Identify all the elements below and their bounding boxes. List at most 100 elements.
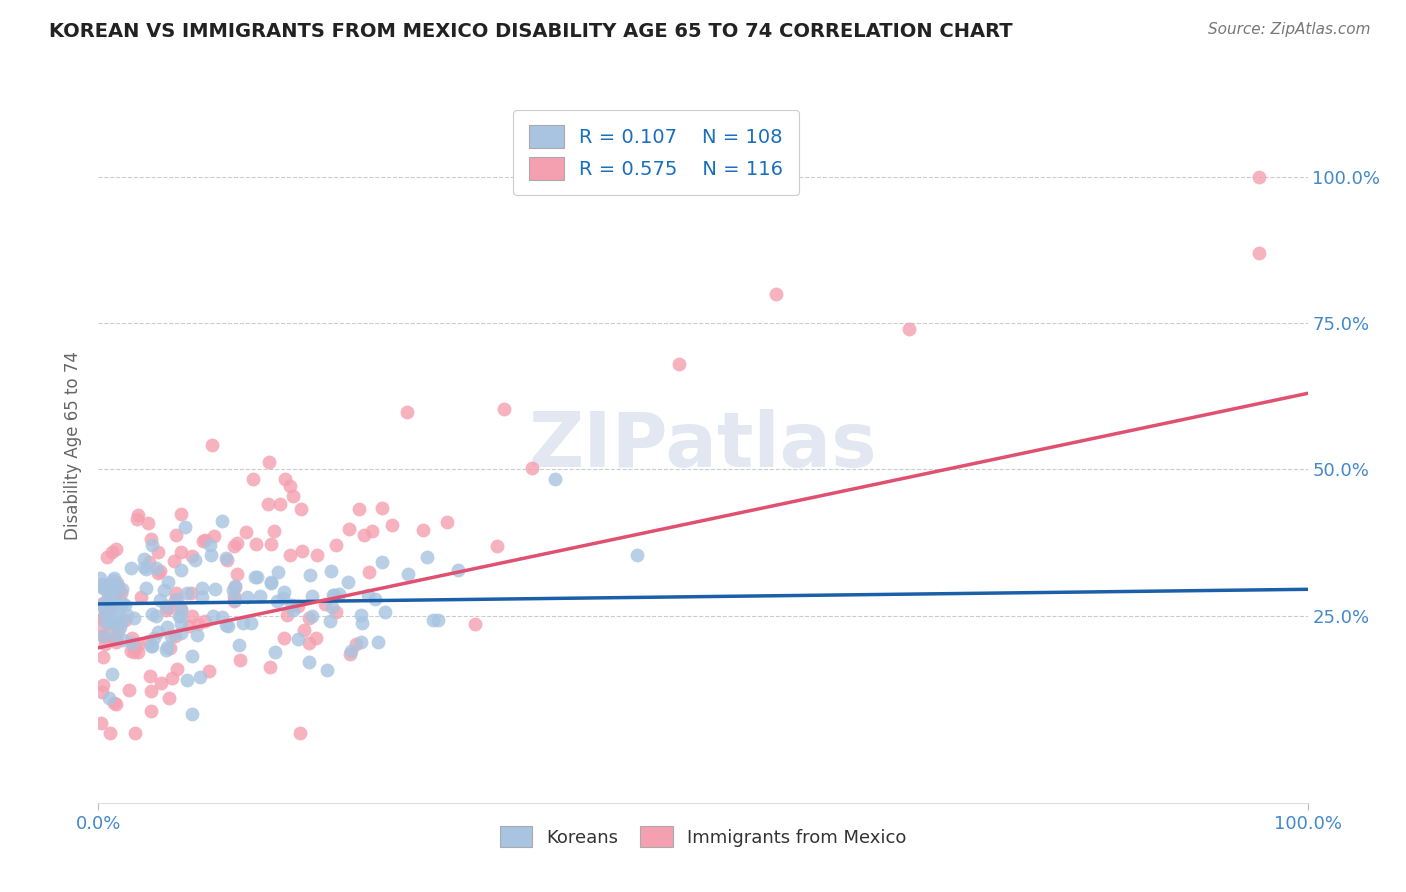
Point — [107, 607, 129, 622]
Point — [111, 633, 134, 648]
Point — [176, 673, 198, 687]
Point — [165, 586, 187, 600]
Point — [89, 618, 111, 632]
Point — [103, 628, 125, 642]
Point — [169, 608, 191, 623]
Point — [131, 590, 153, 604]
Point — [357, 565, 380, 579]
Point — [260, 537, 283, 551]
Point — [148, 624, 170, 639]
Point — [301, 589, 323, 603]
Point — [145, 609, 167, 624]
Point — [91, 611, 114, 625]
Point — [292, 623, 315, 637]
Point — [1249, 246, 1271, 260]
Point — [191, 534, 214, 549]
Point — [232, 616, 254, 631]
Point — [135, 562, 157, 576]
Point — [100, 600, 122, 615]
Point — [228, 638, 250, 652]
Point — [98, 591, 121, 606]
Point — [202, 529, 225, 543]
Point — [159, 641, 181, 656]
Point — [94, 608, 117, 623]
Point — [360, 524, 382, 538]
Point — [105, 578, 128, 592]
Point — [305, 631, 328, 645]
Point — [204, 582, 226, 596]
Point — [104, 542, 127, 557]
Point — [520, 460, 543, 475]
Text: KOREAN VS IMMIGRANTS FROM MEXICO DISABILITY AGE 65 TO 74 CORRELATION CHART: KOREAN VS IMMIGRANTS FROM MEXICO DISABIL… — [49, 22, 1012, 41]
Point — [381, 518, 404, 533]
Point — [298, 635, 321, 649]
Point — [336, 574, 359, 589]
Point — [339, 643, 361, 657]
Point — [280, 478, 302, 492]
Point — [124, 639, 146, 653]
Point — [166, 591, 188, 606]
Point — [347, 502, 370, 516]
Point — [155, 602, 177, 616]
Point — [120, 561, 142, 575]
Point — [287, 599, 309, 614]
Point — [363, 592, 385, 607]
Point — [98, 691, 121, 706]
Point — [97, 598, 120, 612]
Point — [149, 593, 172, 607]
Point — [350, 608, 373, 623]
Point — [299, 567, 322, 582]
Point — [416, 549, 439, 564]
Point — [110, 616, 132, 631]
Point — [103, 579, 125, 593]
Point — [170, 507, 193, 521]
Point — [163, 593, 186, 607]
Point — [337, 523, 360, 537]
Point — [103, 571, 125, 585]
Point — [98, 615, 121, 629]
Point — [328, 587, 350, 601]
Point — [101, 584, 124, 599]
Point — [271, 591, 294, 605]
Point — [97, 587, 120, 601]
Point — [127, 638, 149, 652]
Point — [100, 614, 122, 628]
Point — [273, 585, 295, 599]
Point — [91, 580, 114, 594]
Point — [153, 583, 176, 598]
Point — [93, 601, 115, 615]
Point — [138, 633, 160, 648]
Point — [170, 602, 193, 616]
Point — [281, 602, 304, 616]
Point — [278, 548, 301, 562]
Point — [249, 589, 271, 603]
Point — [236, 590, 259, 604]
Point — [321, 600, 343, 615]
Point — [141, 533, 163, 547]
Point — [146, 566, 169, 581]
Point — [412, 523, 434, 537]
Point — [291, 544, 314, 558]
Point — [100, 596, 122, 610]
Point — [89, 571, 111, 585]
Point — [91, 629, 114, 643]
Point — [103, 580, 125, 594]
Point — [322, 588, 344, 602]
Y-axis label: Disability Age 65 to 74: Disability Age 65 to 74 — [65, 351, 83, 541]
Point — [110, 586, 132, 600]
Point — [266, 594, 288, 608]
Point — [90, 716, 112, 731]
Point — [198, 664, 221, 678]
Point — [191, 582, 214, 596]
Point — [319, 564, 342, 578]
Legend: Koreans, Immigrants from Mexico: Koreans, Immigrants from Mexico — [492, 819, 914, 855]
Point — [114, 613, 136, 627]
Point — [121, 631, 143, 645]
Point — [228, 653, 250, 667]
Point — [150, 675, 173, 690]
Point — [353, 528, 375, 542]
Point — [165, 630, 187, 644]
Point — [447, 563, 470, 577]
Point — [263, 524, 285, 538]
Point — [273, 473, 295, 487]
